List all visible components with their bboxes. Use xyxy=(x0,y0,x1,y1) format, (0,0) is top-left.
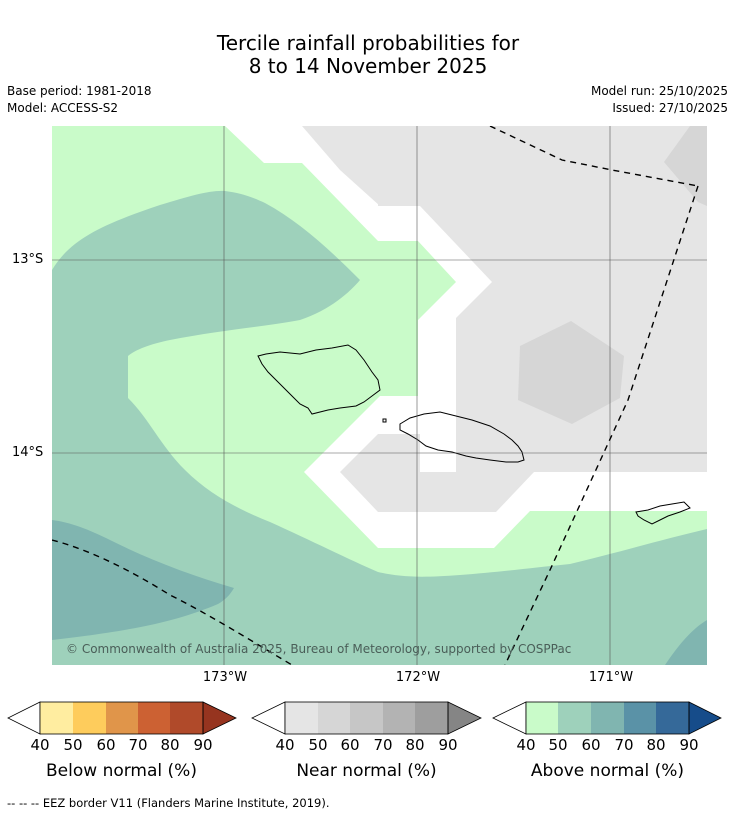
colorbar-near-bin-70-80 xyxy=(383,702,415,734)
issued-date: Issued: 27/10/2025 xyxy=(612,101,728,115)
colorbar-below-bin-50-60 xyxy=(73,702,106,734)
lat-label-14s: 14°S xyxy=(12,445,44,460)
above-normal-50-region xyxy=(52,190,707,665)
colorbar-near-bin-60-70 xyxy=(350,702,383,734)
near-normal-region-south xyxy=(340,434,534,512)
colorbar-title-near: Near normal (%) xyxy=(296,761,437,781)
base-period: Base period: 1981-2018 xyxy=(7,84,152,98)
colorbar-below-normal xyxy=(7,701,237,735)
above-normal-60-region-west xyxy=(52,520,234,640)
model-run: Model run: 25/10/2025 xyxy=(590,84,728,98)
below-tick-80: 80 xyxy=(160,736,180,754)
colorbar-near-upper-extension xyxy=(447,701,482,735)
colorbar-above-bin-60-70 xyxy=(591,702,624,734)
near-tick-50: 50 xyxy=(308,736,328,754)
chart-title-line-2: 8 to 14 November 2025 xyxy=(248,54,488,78)
below-tick-70: 70 xyxy=(128,736,148,754)
above-tick-50: 50 xyxy=(548,736,568,754)
eez-border-east xyxy=(504,185,699,665)
colorbar-above-upper-extension xyxy=(688,701,722,735)
colorbar-near-normal xyxy=(251,701,482,735)
colorbar-below-bin-70-80 xyxy=(138,702,170,734)
colorbar-near-bin-80-90 xyxy=(415,702,448,734)
colorbar-below-bin-60-70 xyxy=(106,702,138,734)
copyright-notice: © Commonwealth of Australia 2025, Bureau… xyxy=(66,642,571,656)
colorbar-above-bin-70-80 xyxy=(624,702,656,734)
model-name: Model: ACCESS-S2 xyxy=(7,101,119,115)
island-manono xyxy=(382,418,387,423)
colorbar-near-lower-extension xyxy=(251,701,286,735)
island-savaii xyxy=(257,344,381,415)
above-tick-60: 60 xyxy=(581,736,601,754)
above-tick-90: 90 xyxy=(679,736,699,754)
below-tick-50: 50 xyxy=(63,736,83,754)
near-tick-60: 60 xyxy=(340,736,360,754)
colorbar-below-bin-80-90 xyxy=(170,702,203,734)
colorbar-above-bin-40-50 xyxy=(526,702,558,734)
above-tick-70: 70 xyxy=(614,736,634,754)
eez-footnote: -- -- -- EEZ border V11 (Flanders Marine… xyxy=(7,796,330,810)
colorbar-near-bin-50-60 xyxy=(318,702,350,734)
colorbar-above-bin-50-60 xyxy=(558,702,591,734)
below-tick-40: 40 xyxy=(30,736,50,754)
above-normal-60-region-east xyxy=(665,620,707,665)
island-upolu xyxy=(399,411,525,463)
near-tick-80: 80 xyxy=(405,736,425,754)
eez-border-southwest xyxy=(52,539,293,665)
below-tick-90: 90 xyxy=(193,736,213,754)
map-area xyxy=(52,126,707,665)
lat-label-13s: 13°S xyxy=(12,252,44,267)
lon-label-172w: 172°W xyxy=(395,670,441,685)
colorbar-below-bin-40-50 xyxy=(40,702,73,734)
island-tutuila xyxy=(635,501,691,525)
near-normal-region-north-top xyxy=(302,126,380,206)
colorbar-near-bin-40-50 xyxy=(285,702,318,734)
below-tick-60: 60 xyxy=(96,736,116,754)
colorbar-above-normal xyxy=(492,701,722,735)
colorbar-below-lower-extension xyxy=(7,701,41,735)
above-tick-40: 40 xyxy=(516,736,536,754)
colorbar-above-lower-extension xyxy=(492,701,527,735)
colorbar-above-bin-80-90 xyxy=(656,702,689,734)
near-normal-50-blob-centre xyxy=(518,321,624,424)
near-tick-40: 40 xyxy=(275,736,295,754)
near-tick-70: 70 xyxy=(373,736,393,754)
above-tick-80: 80 xyxy=(646,736,666,754)
colorbar-title-above: Above normal (%) xyxy=(530,761,685,781)
colorbar-title-below: Below normal (%) xyxy=(46,761,197,781)
colorbar-below-upper-extension xyxy=(202,701,237,735)
near-tick-90: 90 xyxy=(438,736,458,754)
chart-title-line-1: Tercile rainfall probabilities for xyxy=(216,31,520,55)
near-normal-50-blob-corner xyxy=(664,126,707,206)
lon-label-171w: 171°W xyxy=(588,670,634,685)
lon-label-173w: 173°W xyxy=(202,670,248,685)
